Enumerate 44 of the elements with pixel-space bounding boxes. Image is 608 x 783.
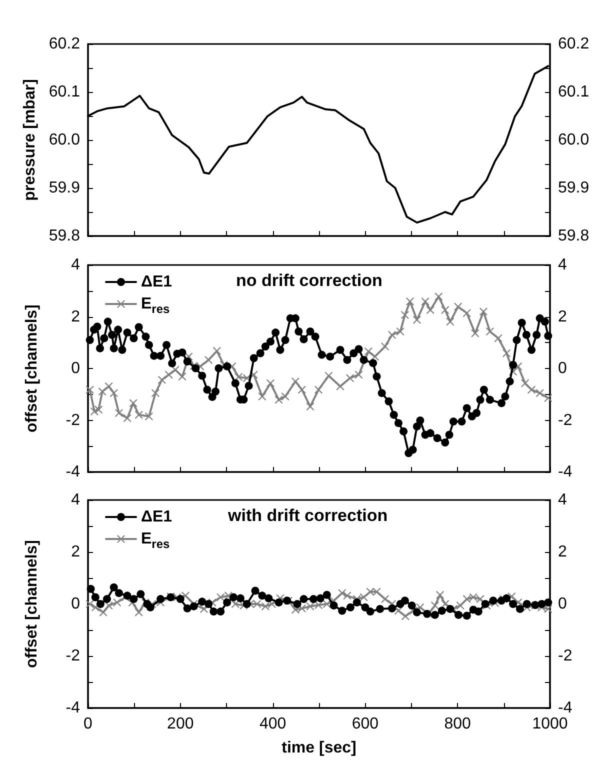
y-tick-label: 60.2: [48, 36, 80, 52]
chart-title: with drift correction: [227, 506, 388, 525]
x-tick-label: 400: [259, 716, 286, 732]
y-tick-label: -4: [66, 464, 80, 480]
y2-tick-label: 59.9: [558, 180, 590, 196]
y-tick-label: 60.1: [48, 84, 80, 100]
y-tick-label: 2: [71, 308, 80, 326]
y2-tick-label: -4: [558, 700, 572, 716]
legend-label: ΔE1: [141, 508, 172, 526]
y2-tick-label: 2: [558, 308, 567, 326]
x-tick-label: 800: [444, 716, 472, 732]
y-tick-label: -4: [66, 700, 80, 716]
y-tick-label: 4: [71, 492, 80, 508]
y2-tick-label: 0: [558, 596, 567, 612]
chart-title: no drift correction: [236, 271, 382, 290]
x-tick-label: 600: [352, 716, 379, 732]
y2-tick-label: 4: [558, 492, 567, 508]
x-axis-title: time [sec]: [282, 740, 356, 756]
y2-tick-label: 2: [558, 544, 567, 560]
y-tick-label: 2: [71, 544, 80, 560]
y2-tick-label: -2: [558, 412, 572, 429]
y2-tick-label: 60.1: [558, 84, 590, 100]
y2-tick-label: -4: [558, 464, 572, 480]
y-tick-label: 60.0: [48, 132, 80, 148]
x-tick-label: 1000: [532, 716, 568, 732]
x-tick-label: 0: [84, 716, 93, 732]
y2-tick-label: 60.2: [558, 36, 590, 52]
y-axis-title: pressure [mbar]: [21, 79, 38, 201]
y2-tick-label: 4: [558, 256, 567, 274]
y-tick-label: 59.9: [48, 180, 80, 196]
x-tick-label: 200: [167, 716, 194, 732]
y-tick-label: -2: [66, 648, 80, 664]
y-tick-label: 59.8: [48, 228, 80, 244]
y2-tick-label: 0: [558, 360, 567, 377]
y2-tick-label: 59.8: [558, 228, 590, 244]
y-axis-title: offset [channels]: [24, 304, 40, 433]
y-tick-label: 4: [71, 256, 80, 274]
y2-tick-label: 60.0: [558, 132, 590, 148]
legend-label: ΔE1: [141, 274, 172, 290]
y-axis-title: offset [channels]: [24, 540, 40, 668]
y-tick-label: 0: [71, 596, 80, 612]
y-tick-label: 0: [71, 360, 80, 377]
y-tick-label: -2: [66, 412, 80, 429]
y2-tick-label: -2: [558, 648, 572, 664]
